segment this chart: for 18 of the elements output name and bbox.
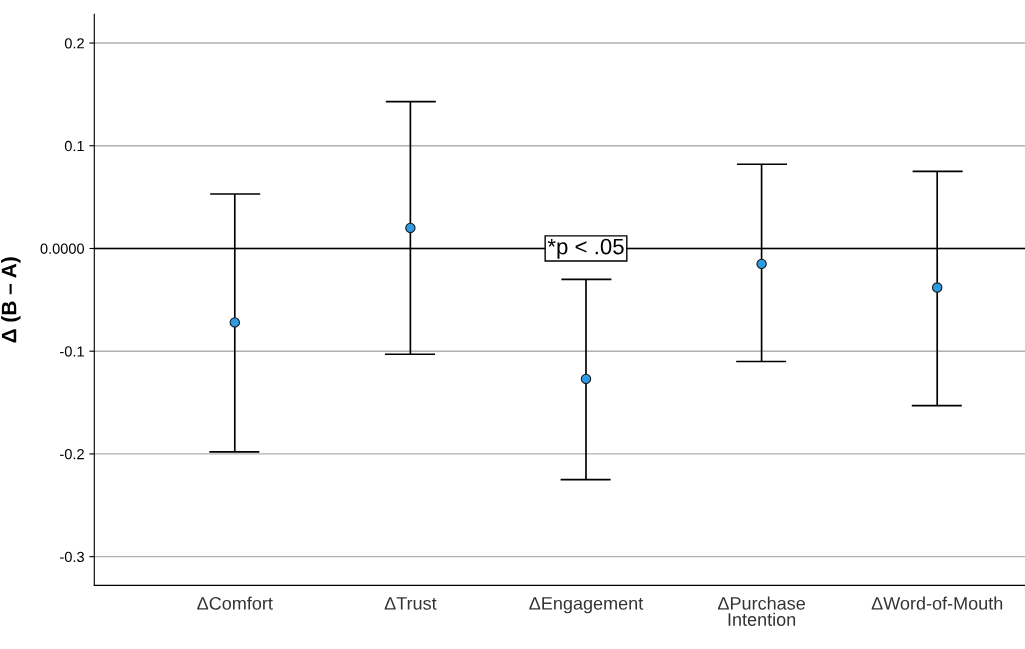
point: [405, 222, 416, 234]
y-tick-label: 0.2: [64, 38, 84, 49]
x-tick-label: ΔComfort: [197, 596, 273, 610]
y-tick-label: -0.2: [60, 449, 84, 460]
point: [756, 258, 767, 270]
point: [580, 373, 592, 385]
x-tick-label: ΔEngagement: [529, 597, 644, 614]
y-tick-label: -0.3: [60, 551, 84, 563]
x-tick-label: ΔTrust: [384, 597, 437, 610]
y-tick-label: 0.0000: [40, 243, 85, 254]
y-axis-title: Δ (B – A): [1, 257, 21, 343]
point: [229, 317, 240, 328]
x-tick-label: ΔWord-of-Mouth: [871, 596, 1003, 610]
y-tick-label: -0.1: [60, 346, 84, 357]
y-tick-label: 0.1: [64, 140, 84, 152]
x-tick-label: ΔPurchase Intention: [717, 596, 805, 626]
point: [931, 282, 943, 293]
annotation: *p < .05: [547, 238, 624, 259]
